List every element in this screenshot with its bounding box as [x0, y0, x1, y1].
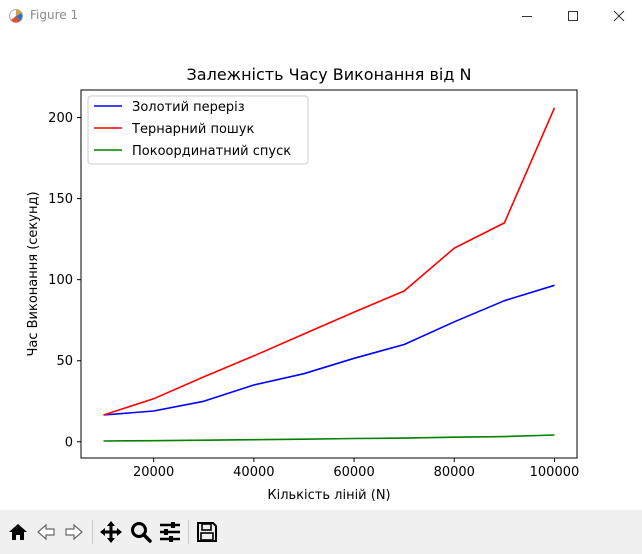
x-tick-label: 100000	[530, 465, 580, 480]
navigation-toolbar	[0, 510, 642, 554]
configure-subplots-icon	[160, 522, 180, 542]
x-tick-label: 40000	[233, 465, 274, 480]
back-button[interactable]	[32, 518, 60, 546]
back-icon	[37, 523, 55, 541]
maximize-button[interactable]	[550, 0, 596, 32]
minimize-button[interactable]	[504, 0, 550, 32]
pan-button[interactable]	[97, 518, 125, 546]
matplotlib-icon	[9, 9, 23, 23]
series-line-2	[103, 434, 555, 442]
chart-title: Залежність Часу Виконання від N	[187, 65, 472, 84]
home-icon	[9, 524, 27, 540]
legend: Золотий переріз Тернарний пошук Покоорди…	[87, 95, 309, 165]
minimize-icon	[522, 16, 532, 17]
y-tick-label: 0	[65, 435, 73, 450]
line-chart: Залежність Часу Виконання від N Кількіст…	[26, 65, 579, 503]
x-tick-label: 80000	[434, 465, 475, 480]
x-axis-label: Кількість ліній (N)	[267, 488, 390, 503]
save-icon	[197, 522, 217, 542]
forward-button[interactable]	[60, 518, 88, 546]
y-axis-label: Час Виконання (секунд)	[26, 191, 41, 356]
x-tick-label: 60000	[333, 465, 374, 480]
close-button[interactable]	[596, 0, 642, 32]
configure-subplots-button[interactable]	[156, 518, 184, 546]
legend-label-golden: Золотий переріз	[132, 100, 245, 115]
figure-canvas: Залежність Часу Виконання від N Кількіст…	[0, 32, 642, 510]
series-line-0	[103, 284, 555, 416]
save-button[interactable]	[193, 518, 221, 546]
zoom-button[interactable]	[127, 518, 155, 546]
axis-ticks: 20000 40000 60000 80000 100000 0 50 100 150 200	[48, 111, 579, 480]
window-titlebar: Figure 1	[0, 0, 642, 32]
zoom-icon	[131, 522, 152, 543]
pan-icon	[100, 521, 122, 543]
legend-label-ternary: Тернарний пошук	[131, 122, 254, 137]
maximize-icon	[568, 11, 578, 21]
x-tick-label: 20000	[133, 465, 174, 480]
forward-icon	[65, 523, 83, 541]
home-button[interactable]	[4, 518, 32, 546]
toolbar-separator	[92, 520, 93, 544]
legend-box	[87, 95, 309, 165]
y-tick-label: 200	[48, 111, 73, 126]
legend-label-coordinate: Покоординатний спуск	[132, 144, 291, 159]
toolbar-separator	[188, 520, 189, 544]
window-title: Figure 1	[30, 8, 79, 22]
close-icon	[613, 10, 625, 22]
y-tick-label: 150	[48, 192, 73, 207]
series-line-1	[103, 107, 556, 416]
y-tick-label: 50	[56, 354, 73, 369]
series-lines	[103, 107, 556, 442]
y-tick-label: 100	[48, 273, 73, 288]
